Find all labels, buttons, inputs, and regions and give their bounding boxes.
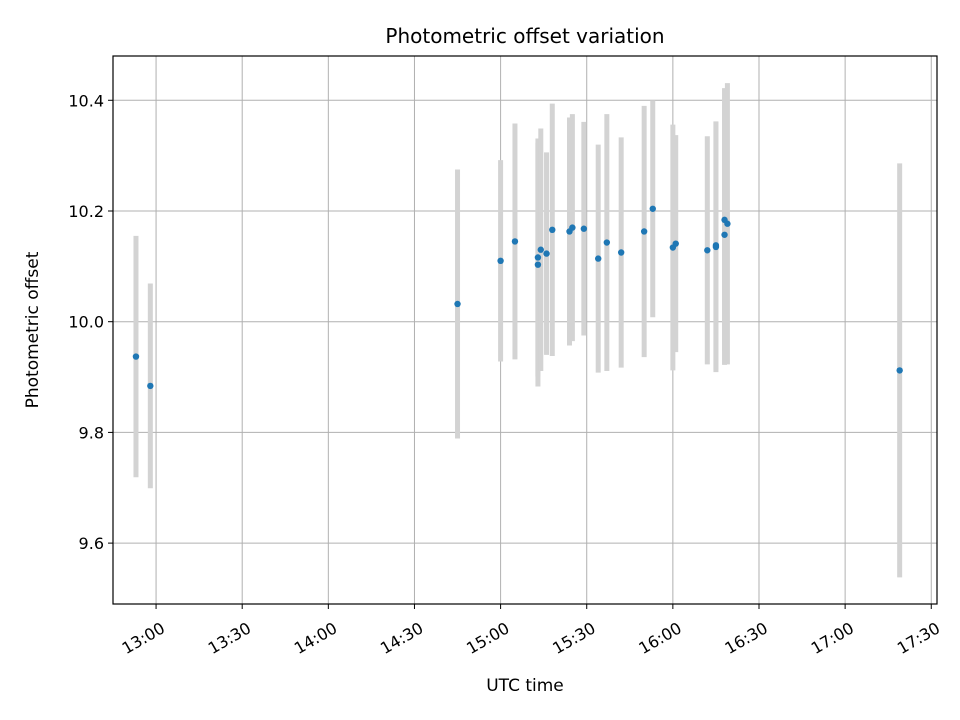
y-tick-label: 10.0 <box>68 313 104 332</box>
y-axis-label: Photometric offset <box>23 251 43 408</box>
data-points <box>132 205 903 390</box>
y-tick-label: 10.2 <box>68 202 104 221</box>
data-point <box>896 367 903 374</box>
data-point <box>454 300 461 308</box>
x-axis-label: UTC time <box>486 676 564 696</box>
data-point <box>603 239 611 246</box>
data-point <box>595 255 602 262</box>
y-tick-label: 9.6 <box>79 534 104 553</box>
data-point <box>132 353 140 360</box>
data-point <box>543 250 550 257</box>
data-point <box>497 257 504 265</box>
data-point <box>534 261 542 268</box>
y-axis-ticks: 9.6 9.8 10.0 10.2 10.4 <box>68 91 113 553</box>
data-point <box>511 238 519 245</box>
data-point <box>724 220 731 227</box>
data-point <box>640 228 648 235</box>
data-point <box>147 382 154 390</box>
y-tick-label: 9.8 <box>79 423 104 442</box>
chart-title: Photometric offset variation <box>385 24 664 48</box>
data-point <box>672 240 679 247</box>
data-point <box>704 247 711 254</box>
data-point <box>549 226 556 234</box>
plot-frame <box>112 55 938 605</box>
data-point <box>649 205 656 212</box>
data-point <box>721 231 728 238</box>
data-point <box>617 249 625 256</box>
data-point <box>712 243 720 251</box>
y-tick-label: 10.4 <box>68 91 104 110</box>
data-point <box>569 224 576 231</box>
data-point <box>537 246 544 253</box>
data-point <box>534 254 542 261</box>
data-point <box>580 225 588 232</box>
